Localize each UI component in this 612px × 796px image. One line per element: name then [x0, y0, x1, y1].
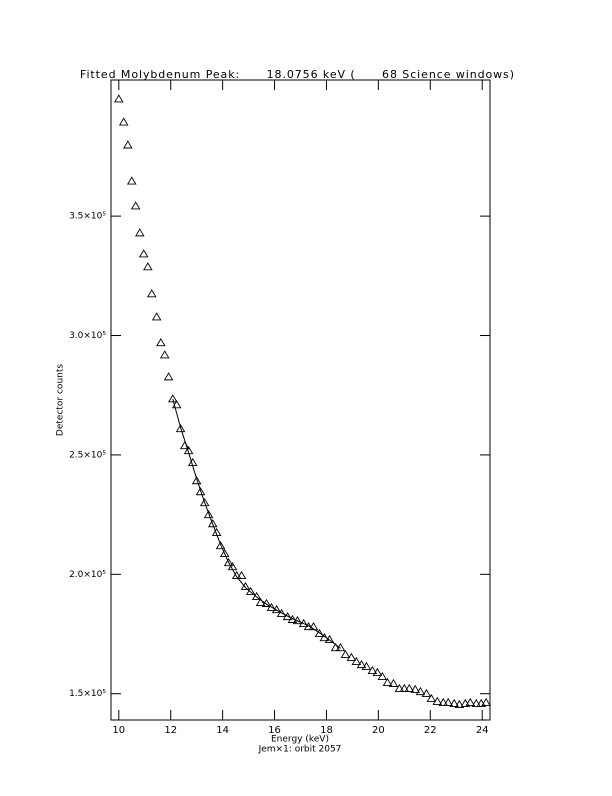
data-point	[351, 656, 362, 665]
y-tick-label: 2.0×10⁵	[69, 570, 106, 580]
data-point	[382, 677, 393, 686]
data-point	[199, 498, 210, 507]
chart-title: Fitted Molybdenum Peak: 18.0756 keV ( 68…	[80, 68, 514, 81]
data-point	[195, 487, 206, 496]
data-point	[151, 312, 162, 321]
data-point	[308, 621, 319, 631]
fit-line	[172, 398, 341, 649]
data-point	[426, 693, 437, 702]
data-point	[421, 688, 432, 697]
data-point	[394, 683, 405, 692]
data-point	[399, 683, 410, 692]
x-tick-label: 22	[424, 725, 437, 736]
data-point	[223, 557, 234, 567]
data-point	[126, 176, 137, 185]
x-tick-label: 18	[320, 725, 333, 736]
data-point	[191, 476, 202, 485]
data-point	[438, 697, 449, 707]
data-point	[388, 678, 399, 687]
data-point	[163, 372, 174, 381]
data-point	[415, 686, 426, 696]
data-point	[481, 697, 491, 707]
data-point	[303, 621, 314, 631]
data-point	[219, 548, 230, 558]
data-point	[346, 652, 357, 661]
data-point	[377, 671, 388, 681]
data-point	[454, 699, 465, 708]
data-point	[251, 591, 262, 601]
data-point	[159, 350, 170, 359]
data-point	[340, 649, 351, 659]
y-tick-label: 1.5×10⁵	[69, 689, 106, 699]
data-point	[443, 697, 453, 707]
plot-frame	[110, 79, 491, 721]
data-point	[449, 698, 459, 708]
data-point	[372, 667, 383, 676]
x-tick-label: 16	[268, 725, 281, 736]
y-tick-label: 2.5×10⁵	[69, 450, 106, 460]
x-tick-label: 24	[476, 725, 489, 736]
data-point	[465, 697, 476, 707]
data-point	[114, 94, 124, 103]
data-point	[231, 570, 242, 580]
data-point	[130, 201, 141, 210]
data-point	[203, 509, 214, 519]
data-point	[410, 684, 421, 693]
data-point	[135, 228, 145, 237]
x-tick-label: 14	[216, 725, 229, 736]
subtitle: Jem×1: orbit 2057	[258, 745, 342, 755]
y-axis-label: Detector counts	[56, 364, 66, 436]
data-point	[361, 661, 372, 670]
data-point	[432, 696, 443, 705]
data-point	[471, 698, 482, 708]
y-tick-label: 3.5×10⁵	[69, 212, 106, 222]
data-point	[240, 581, 251, 590]
data-point	[215, 541, 226, 550]
data-point	[156, 338, 166, 347]
y-tick-label: 3.0×10⁵	[69, 331, 106, 341]
data-point	[330, 642, 341, 652]
data-point	[367, 665, 378, 675]
data-point	[314, 628, 325, 638]
data-point	[207, 519, 218, 528]
data-point	[167, 394, 178, 403]
data-point	[123, 140, 133, 149]
data-point	[255, 597, 266, 606]
data-point	[276, 608, 287, 617]
x-axis-label: Energy (keV)	[271, 735, 329, 745]
x-tick-label: 10	[112, 725, 125, 736]
data-point	[245, 586, 256, 596]
data-point	[404, 683, 415, 692]
x-tick-label: 12	[164, 725, 177, 736]
data-point	[146, 289, 157, 298]
data-point	[356, 659, 367, 669]
data-point	[266, 602, 277, 612]
data-point	[118, 117, 129, 126]
data-point	[138, 249, 149, 258]
x-tick-label: 20	[372, 725, 385, 736]
data-point	[143, 262, 153, 271]
data-point	[282, 611, 293, 621]
data-point	[175, 424, 186, 433]
data-point	[236, 570, 247, 580]
